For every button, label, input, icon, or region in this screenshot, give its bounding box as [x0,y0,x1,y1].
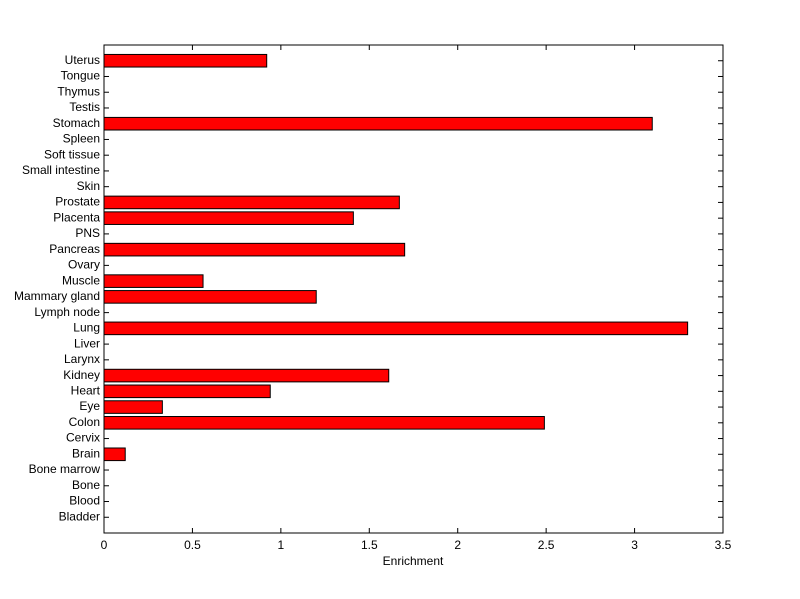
bar [103,211,354,225]
bar [103,384,271,399]
y-tick-label: Brain [72,446,100,460]
y-tick-label: Soft tissue [44,147,100,161]
y-tick-label: Kidney [63,368,100,382]
bar [103,416,545,430]
y-tick-label: Stomach [53,116,100,130]
y-tick-label: Heart [71,383,101,397]
y-tick-label: Ovary [68,258,100,272]
y-tick-label: Uterus [65,53,100,67]
y-tick-label: Skin [77,179,100,193]
x-tick-label: 1 [278,538,285,552]
y-tick-label: Eye [79,399,100,413]
bar [103,242,406,257]
y-tick-label: Spleen [63,132,100,146]
y-tick-label: PNS [75,226,100,240]
bar [103,368,390,383]
y-tick-label: Lymph node [34,305,100,319]
y-tick-label: Bone marrow [29,462,101,476]
x-axis-label: Enrichment [383,554,444,568]
y-tick-label: Colon [69,415,100,429]
y-tick-label: Small intestine [22,163,100,177]
y-tick-label: Bladder [59,509,100,523]
y-tick-label: Bone [72,478,100,492]
bar [103,321,689,336]
x-tick-label: 0.5 [184,538,201,552]
y-tick-label: Lung [73,321,100,335]
y-tick-label: Testis [69,100,100,114]
y-tick-label: Pancreas [49,242,100,256]
y-tick-label: Cervix [66,431,100,445]
y-tick-label: Placenta [53,210,100,224]
x-tick-label: 1.5 [361,538,378,552]
bar [103,53,268,68]
bar [103,195,400,210]
bar [103,290,317,304]
bar [103,116,653,131]
y-tick-label: Liver [74,336,100,350]
x-tick-label: 3.5 [715,538,732,552]
bar [103,274,204,288]
bar [103,400,163,414]
y-tick-label: Blood [69,494,100,508]
y-tick-label: Thymus [57,84,100,98]
y-tick-label: Mammary gland [14,289,100,303]
y-tick-label: Tongue [61,69,101,83]
x-tick-label: 2.5 [538,538,555,552]
x-tick-label: 3 [631,538,638,552]
y-tick-label: Muscle [62,273,100,287]
plot-frame [103,44,724,534]
y-tick-label: Prostate [55,195,100,209]
y-tick-label: Larynx [64,352,100,366]
bar [103,447,126,462]
x-tick-label: 0 [101,538,108,552]
x-tick-label: 2 [454,538,461,552]
